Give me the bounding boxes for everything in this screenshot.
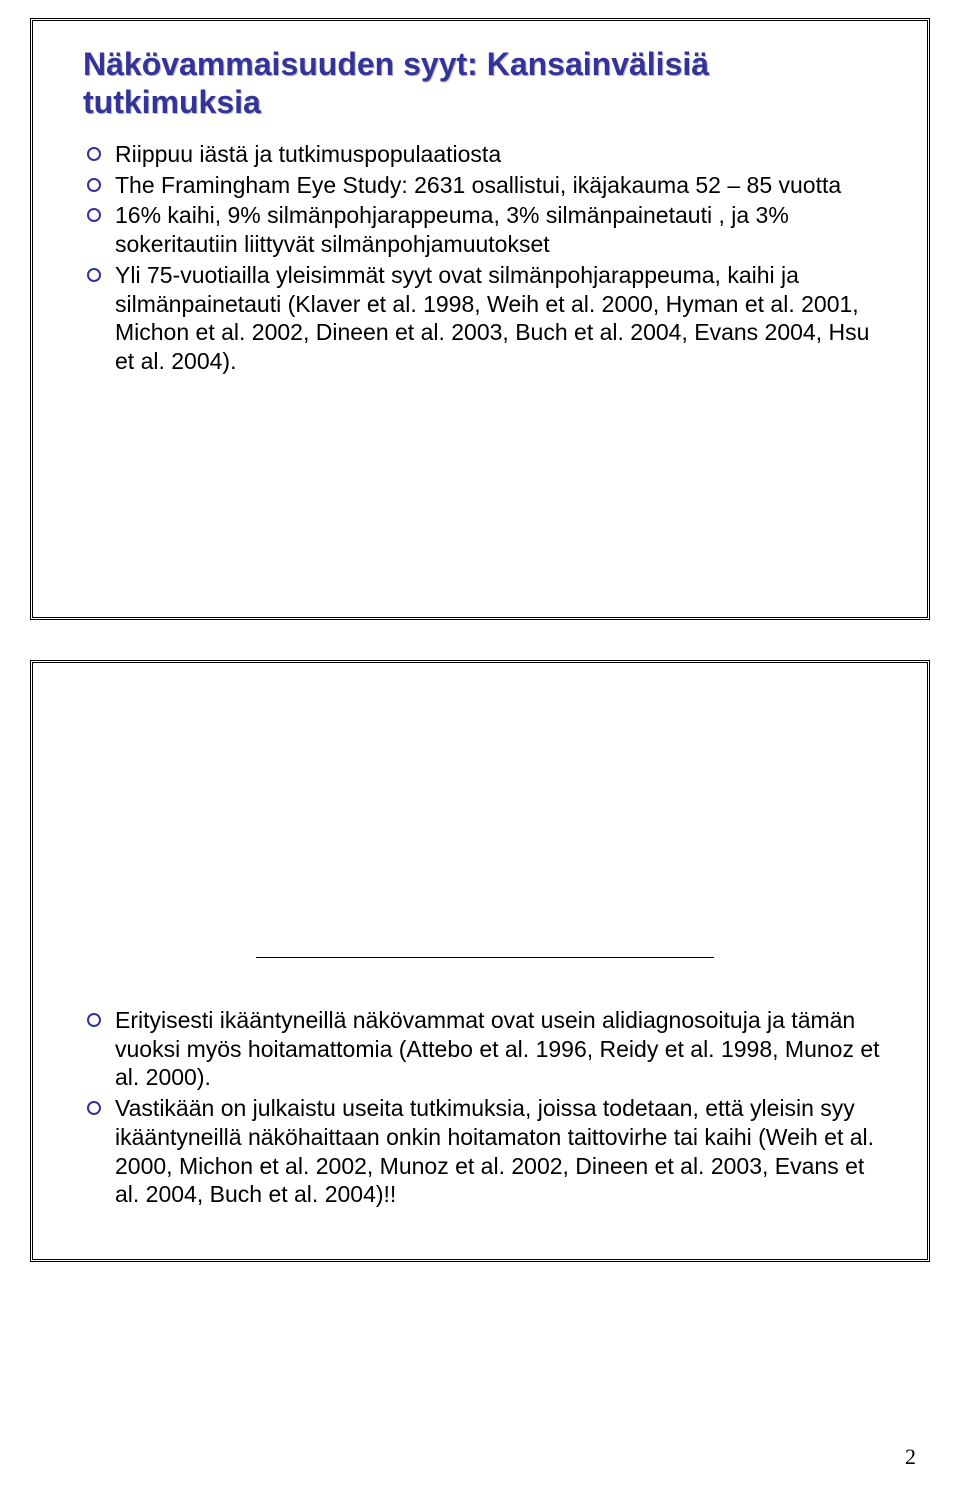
list-item: Erityisesti ikääntyneillä näkövammat ova… — [87, 1006, 887, 1092]
list-item: 16% kaihi, 9% silmänpohjarappeuma, 3% si… — [87, 201, 887, 259]
slide-1: Näkövammaisuuden syyt: Kansainvälisiä tu… — [30, 18, 930, 620]
list-item: Yli 75-vuotiailla yleisimmät syyt ovat s… — [87, 261, 887, 376]
list-item: The Framingham Eye Study: 2631 osallistu… — [87, 171, 887, 200]
bullet-text: Yli 75-vuotiailla yleisimmät syyt ovat s… — [115, 262, 869, 374]
slide-1-title: Näkövammaisuuden syyt: Kansainvälisiä tu… — [83, 45, 887, 122]
slide-1-bullets: Riippuu iästä ja tutkimuspopulaatiosta T… — [83, 140, 887, 376]
page: Näkövammaisuuden syyt: Kansainvälisiä tu… — [0, 0, 960, 1494]
bullet-text: 16% kaihi, 9% silmänpohjarappeuma, 3% si… — [115, 202, 789, 257]
bullet-text: Erityisesti ikääntyneillä näkövammat ova… — [115, 1007, 880, 1091]
page-number: 2 — [905, 1444, 916, 1470]
bullet-text: Riippuu iästä ja tutkimuspopulaatiosta — [115, 141, 501, 167]
list-item: Riippuu iästä ja tutkimuspopulaatiosta — [87, 140, 887, 169]
slide-2-bullets: Erityisesti ikääntyneillä näkövammat ova… — [83, 1006, 887, 1211]
slide-2-divider — [256, 957, 714, 958]
bullet-text: The Framingham Eye Study: 2631 osallistu… — [115, 172, 841, 198]
list-item: Vastikään on julkaistu useita tutkimuksi… — [87, 1094, 887, 1209]
slide-2: Erityisesti ikääntyneillä näkövammat ova… — [30, 660, 930, 1262]
bullet-text: Vastikään on julkaistu useita tutkimuksi… — [115, 1095, 874, 1207]
